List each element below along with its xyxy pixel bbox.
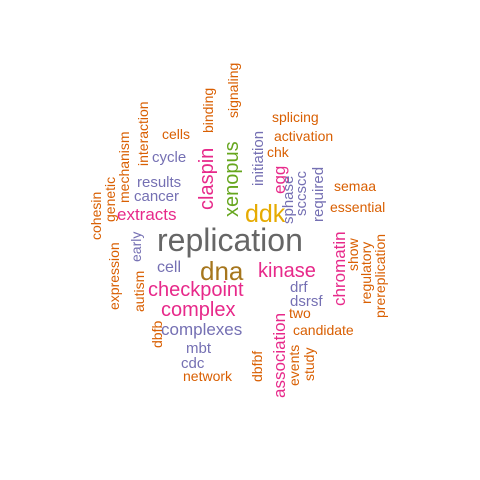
word-essential: essential	[330, 199, 385, 215]
word-splicing: splicing	[272, 109, 319, 125]
word-two: two	[289, 305, 311, 321]
word-sccscc: cdc	[181, 355, 205, 372]
word-cycle: cycle	[152, 149, 186, 166]
word-required: required	[310, 167, 327, 222]
word-cohesin: cohesin	[88, 192, 104, 240]
word-cdc: dsrsf	[290, 293, 323, 310]
word-sphase: mbt	[186, 340, 212, 357]
word-replication: replication	[157, 222, 303, 258]
word-dna: dna	[200, 256, 244, 286]
word-early: early	[128, 232, 144, 262]
word-activation: activation	[274, 128, 333, 144]
word-association: association	[270, 313, 289, 398]
word-claspin: claspin	[196, 148, 218, 210]
word-binding: binding	[200, 88, 216, 133]
word-mbt: drf	[290, 279, 308, 296]
word-dsrsf: sccscc	[293, 171, 310, 217]
word-chromatin: chromatin	[330, 231, 349, 306]
word-chk: chk	[267, 144, 290, 160]
word-egg: egg	[270, 166, 289, 194]
word-mechanism: mechanism	[116, 131, 132, 203]
word-expression: expression	[106, 242, 122, 310]
word-extracts: extracts	[117, 205, 177, 224]
word-network: network	[183, 368, 233, 384]
word-ddk: ddk	[245, 200, 286, 228]
word-candidate: candidate	[293, 322, 354, 338]
word-prereplication: prereplication	[372, 234, 388, 318]
word-dbfbf: dbfbf	[249, 351, 265, 382]
word-semaa: semaa	[334, 178, 376, 194]
word-complex: complex	[161, 299, 235, 321]
word-interaction: interaction	[135, 101, 151, 166]
word-dbfb: dbfb	[149, 321, 165, 348]
word-drf: sphase	[280, 176, 297, 224]
word-events: events	[286, 345, 302, 386]
word-show: show	[345, 237, 361, 271]
word-autism: autism	[131, 271, 147, 312]
word-initiation: initiation	[250, 131, 267, 186]
word-complexes: complexes	[161, 320, 242, 339]
word-genetic: genetic	[102, 177, 118, 222]
word-study: study	[301, 348, 317, 381]
word-kinase: kinase	[258, 260, 316, 282]
word-results: results	[137, 174, 181, 191]
word-cancer: cancer	[134, 188, 179, 205]
word-cells: cells	[162, 126, 190, 142]
word-xenopus: xenopus	[221, 141, 243, 217]
word-cell: cell	[157, 259, 181, 276]
word-regulatory: regulatory	[358, 242, 374, 304]
word-signaling: signaling	[225, 63, 241, 118]
word-checkpoint: checkpoint	[148, 279, 244, 301]
